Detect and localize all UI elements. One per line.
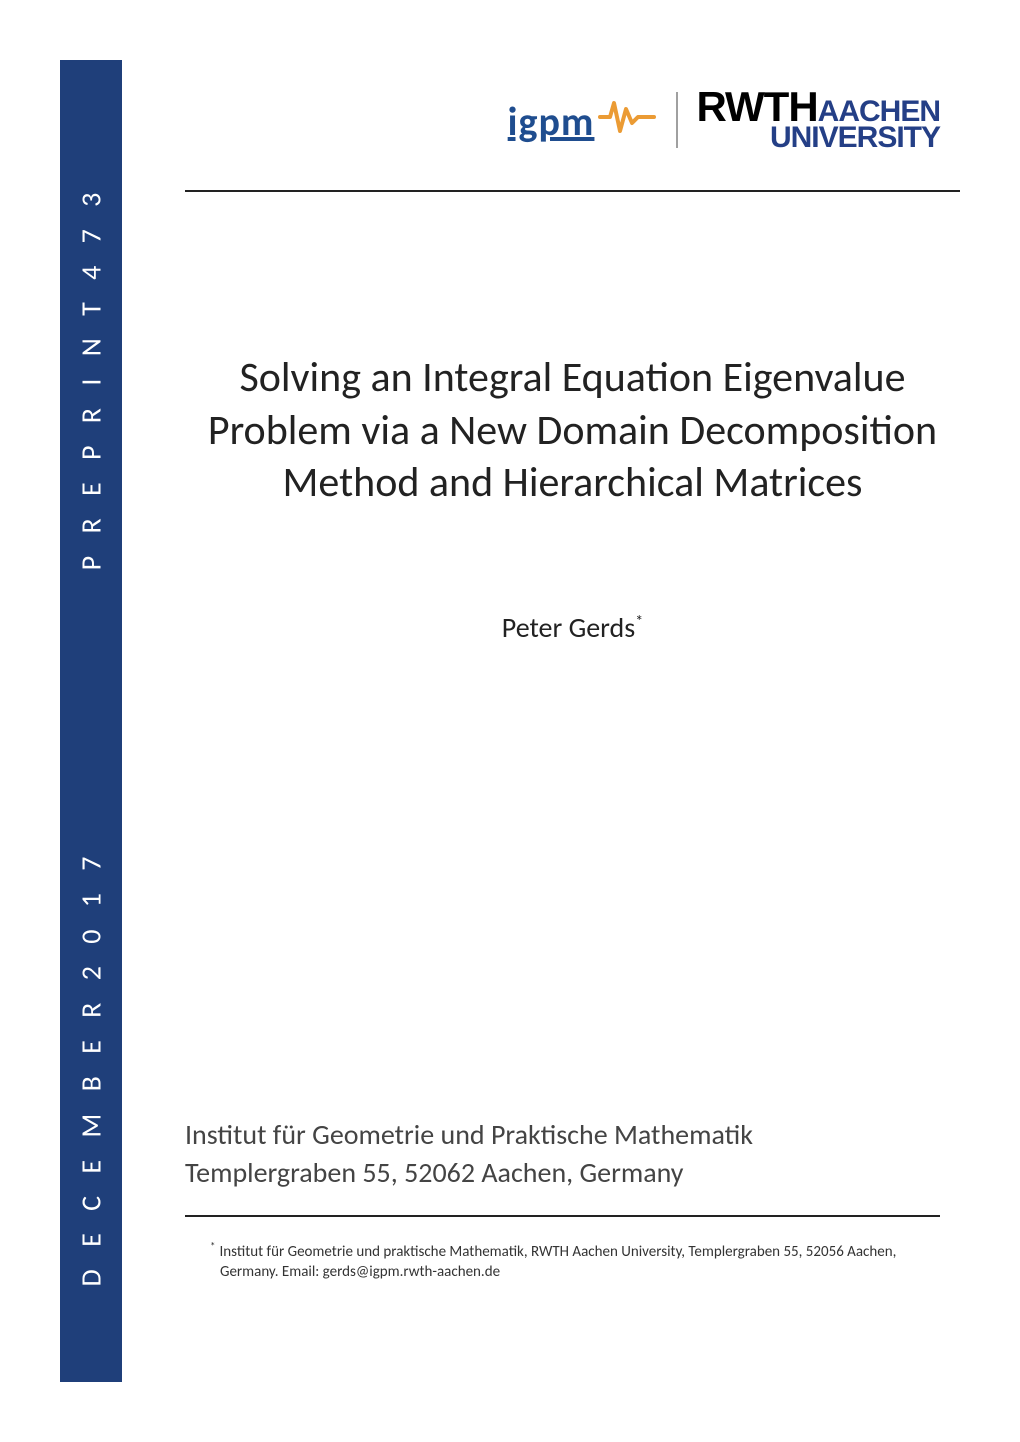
- logo-divider: [676, 92, 678, 148]
- page-root: P R E P R I N T 4 7 3 D E C E M B E R 2 …: [0, 0, 1020, 1442]
- author-marker: *: [635, 612, 643, 631]
- footnote-marker: *: [210, 1240, 215, 1253]
- institute-address: Templergraben 55, 52062 Aachen, Germany: [185, 1154, 940, 1192]
- sidebar-strip: P R E P R I N T 4 7 3 D E C E M B E R 2 …: [60, 60, 122, 1382]
- rwth-logo: RWTH AACHEN UNIVERSITY: [696, 89, 940, 150]
- igpm-wave-icon: [598, 95, 658, 135]
- igpm-text: igpm: [508, 97, 595, 146]
- logo-row: igpm RWTH AACHEN UNIVERSITY: [185, 60, 960, 180]
- horizontal-rule-bottom: [185, 1215, 940, 1217]
- footnote-text: Institut für Geometrie und praktische Ma…: [219, 1243, 896, 1281]
- author-line: Peter Gerds*: [185, 610, 960, 645]
- horizontal-rule-top: [185, 190, 960, 192]
- igpm-logo: igpm: [508, 95, 659, 146]
- rwth-university: UNIVERSITY: [696, 125, 940, 151]
- preprint-number: P R E P R I N T 4 7 3: [74, 185, 109, 571]
- content-area: igpm RWTH AACHEN UNIVERSITY Solving an I…: [185, 60, 960, 1382]
- institute-block: Institut für Geometrie und Praktische Ma…: [185, 1116, 940, 1192]
- paper-title: Solving an Integral Equation Eigenvalue …: [185, 352, 960, 510]
- rwth-line1: RWTH AACHEN: [696, 89, 940, 125]
- institute-name: Institut für Geometrie und Praktische Ma…: [185, 1116, 940, 1154]
- rwth-main: RWTH: [696, 89, 817, 125]
- preprint-date: D E C E M B E R 2 0 1 7: [74, 849, 109, 1287]
- footnote: * Institut für Geometrie und praktische M…: [210, 1240, 920, 1282]
- author-name: Peter Gerds: [502, 610, 635, 645]
